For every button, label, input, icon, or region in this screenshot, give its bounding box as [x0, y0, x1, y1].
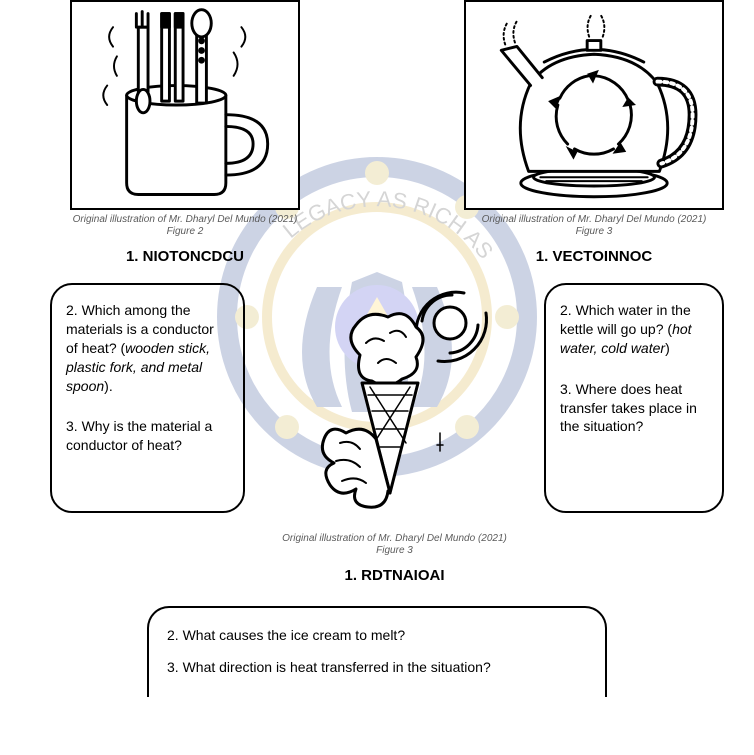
scramble-center: 1. RDTNAIOAI	[344, 567, 444, 584]
top-figure-row: Original illustration of Mr. Dharyl Del …	[0, 0, 754, 265]
question-box-bottom: 2. What causes the ice cream to melt? 3.…	[147, 606, 607, 697]
figure-block-left: Original illustration of Mr. Dharyl Del …	[70, 0, 300, 265]
figure-block-center: Original illustration of Mr. Dharyl Del …	[245, 283, 544, 584]
question-bottom-2: 2. What causes the ice cream to melt?	[167, 624, 587, 646]
worksheet-content: Original illustration of Mr. Dharyl Del …	[0, 0, 754, 697]
icecream-sun-illustration	[290, 283, 500, 533]
caption-fignum: Figure 3	[376, 545, 413, 556]
scramble-left: 1. NIOTONCDCU	[126, 248, 244, 265]
caption-fignum: Figure 3	[576, 226, 613, 237]
figure-frame-utensils	[70, 0, 300, 210]
q-text: ).	[104, 378, 113, 394]
figure-right-caption: Original illustration of Mr. Dharyl Del …	[482, 214, 707, 238]
question-box-left: 2. Which among the materials is a conduc…	[50, 283, 245, 513]
figure-frame-icecream	[290, 283, 500, 533]
question-right-3: 3. Where does heat transfer takes place …	[560, 380, 708, 437]
figure-block-right: Original illustration of Mr. Dharyl Del …	[464, 0, 724, 265]
question-left-3: 3. Why is the material a conductor of he…	[66, 417, 229, 455]
question-left-2: 2. Which among the materials is a conduc…	[66, 301, 229, 395]
caption-text: Original illustration of Mr. Dharyl Del …	[73, 214, 298, 225]
q-text: )	[665, 340, 670, 356]
utensils-in-mug-illustration	[78, 6, 292, 204]
caption-text: Original illustration of Mr. Dharyl Del …	[282, 533, 507, 544]
middle-row: 2. Which among the materials is a conduc…	[0, 283, 754, 584]
caption-fignum: Figure 2	[167, 226, 204, 237]
caption-text: Original illustration of Mr. Dharyl Del …	[482, 214, 707, 225]
scramble-right: 1. VECTOINNOC	[536, 248, 652, 265]
figure-left-caption: Original illustration of Mr. Dharyl Del …	[73, 214, 298, 238]
figure-center-caption: Original illustration of Mr. Dharyl Del …	[282, 533, 507, 557]
question-bottom-3: 3. What direction is heat transferred in…	[167, 656, 587, 678]
figure-frame-kettle	[464, 0, 724, 210]
kettle-illustration	[472, 6, 716, 204]
question-box-right: 2. Which water in the kettle will go up?…	[544, 283, 724, 513]
question-right-2: 2. Which water in the kettle will go up?…	[560, 301, 708, 358]
